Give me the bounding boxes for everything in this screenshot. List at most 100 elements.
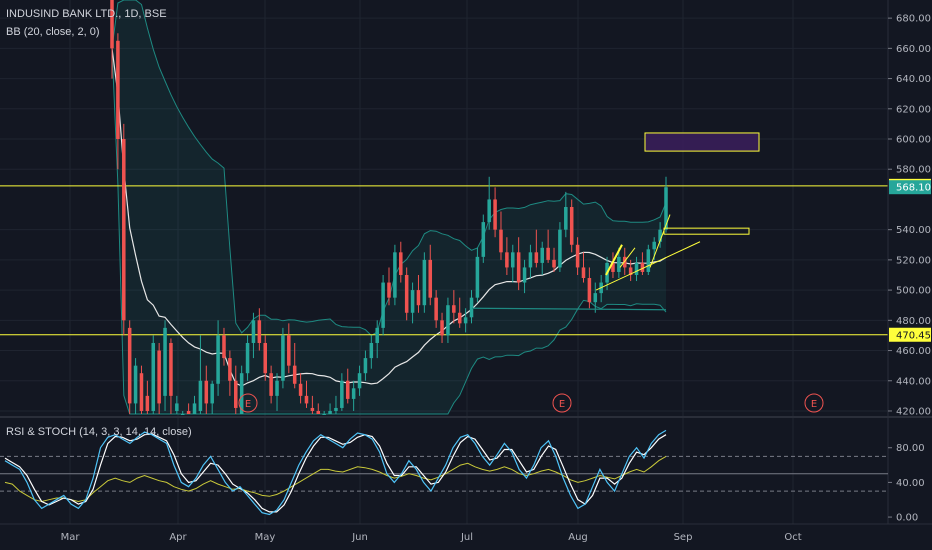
earnings-label: E	[559, 399, 565, 410]
candle	[363, 350, 368, 381]
price-tick-label: 660.00	[896, 44, 931, 55]
time-axis-label: Sep	[674, 532, 693, 543]
candle	[575, 237, 580, 275]
candle-body	[475, 256, 480, 298]
price-tick-label: 460.00	[896, 346, 931, 357]
symbol-title: INDUSIND BANK LTD., 1D, BSE	[6, 8, 167, 20]
candle-body	[593, 293, 598, 303]
price-tick-label: 620.00	[896, 104, 931, 115]
candle-body	[634, 262, 639, 275]
candle	[393, 244, 397, 306]
target-box	[663, 227, 750, 235]
earnings-circle	[804, 393, 824, 413]
price-tick-label: 540.00	[896, 225, 931, 236]
candle-body	[151, 342, 156, 411]
candle	[340, 373, 344, 411]
candle-body	[428, 259, 433, 298]
candle	[322, 410, 326, 415]
candle-body	[269, 373, 273, 396]
candle-body	[587, 278, 592, 303]
candle	[345, 368, 350, 404]
candle	[310, 395, 315, 414]
candle-body	[452, 305, 456, 313]
candle-body	[210, 383, 214, 404]
bb-basis	[111, 48, 667, 387]
trendline-support	[595, 241, 701, 291]
candle	[163, 320, 167, 411]
candle-body	[499, 229, 503, 253]
candle-body	[328, 410, 332, 414]
candle-body	[369, 342, 374, 359]
earnings-circle	[238, 393, 258, 413]
candle-body	[127, 327, 132, 404]
candle	[434, 290, 438, 328]
candle-body	[122, 139, 126, 321]
candle	[646, 244, 651, 275]
candle-body	[139, 373, 144, 411]
rsi-stoch-indicator-label[interactable]: RSI & STOCH (14, 3, 3, 14, 14, close)	[6, 426, 192, 438]
trendline-flag	[605, 244, 623, 276]
candle-body	[664, 187, 668, 230]
candle	[145, 380, 150, 414]
candle-body	[110, 0, 114, 49]
candle-body	[611, 262, 615, 272]
candle	[628, 259, 633, 282]
candle	[369, 335, 374, 369]
bb-fill	[112, 0, 666, 414]
candle	[228, 350, 232, 396]
candle-body	[157, 350, 161, 404]
candle-body	[528, 252, 533, 268]
candle	[298, 373, 303, 404]
time-axis-label: Aug	[568, 532, 588, 543]
price-tag-label: 470.45	[896, 330, 931, 341]
candle-body	[345, 380, 350, 399]
bb-indicator-label[interactable]: BB (20, close, 2, 0)	[6, 26, 100, 38]
candle-body	[322, 414, 326, 415]
candle	[522, 259, 527, 294]
candle-body	[275, 380, 279, 396]
candle-body	[622, 256, 627, 268]
candle-body	[169, 342, 173, 396]
time-axis-label: Oct	[784, 532, 801, 543]
candle	[275, 373, 279, 411]
earnings-marker: E	[552, 393, 572, 413]
candle-body	[257, 320, 262, 343]
candle	[245, 335, 250, 381]
candle	[640, 252, 645, 275]
trendline-base	[471, 307, 667, 311]
trendline-breakout	[649, 214, 671, 268]
candle	[233, 365, 238, 414]
price-tick-label: 480.00	[896, 316, 931, 327]
candle-body	[446, 305, 450, 336]
candle-body	[505, 252, 509, 268]
rsi-tick-label: 0.00	[896, 513, 918, 524]
candle-body	[351, 388, 356, 399]
price-tag-bg	[889, 180, 931, 195]
candle	[204, 365, 209, 414]
candle	[328, 403, 332, 414]
candle-body	[410, 290, 415, 313]
candle	[186, 403, 191, 414]
candle	[505, 237, 509, 275]
price-tick-label: 580.00	[896, 165, 931, 176]
candle	[180, 410, 185, 415]
candle	[581, 252, 586, 283]
candle	[634, 256, 639, 282]
candle	[287, 323, 291, 374]
candle-body	[558, 229, 562, 268]
price-tag-bg	[889, 327, 931, 342]
candle	[269, 365, 273, 404]
candle	[664, 176, 668, 233]
price-tag: 470.45	[889, 327, 931, 342]
candle	[357, 365, 362, 396]
candle-body	[493, 199, 497, 230]
candle-body	[334, 407, 338, 411]
candle	[351, 380, 356, 411]
time-axis-label: Jun	[351, 532, 368, 543]
earnings-marker: E	[238, 393, 258, 413]
candle	[658, 222, 662, 248]
candle	[210, 380, 214, 414]
candle	[127, 320, 132, 414]
candle-body	[581, 267, 586, 279]
